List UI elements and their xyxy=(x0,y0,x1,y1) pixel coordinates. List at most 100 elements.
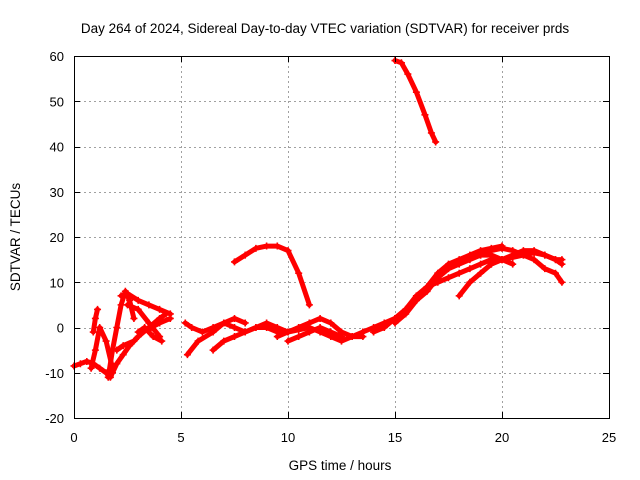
x-tick-label: 10 xyxy=(281,430,295,445)
x-tick-label: 25 xyxy=(602,430,616,445)
x-axis-label: GPS time / hours xyxy=(289,458,392,473)
data-point-marker xyxy=(166,314,174,322)
data-point-marker xyxy=(149,333,157,341)
data-point-marker xyxy=(455,260,463,268)
data-point-marker xyxy=(487,247,495,255)
data-point-marker xyxy=(96,324,104,331)
data-point-marker xyxy=(188,324,196,331)
data-point-marker xyxy=(427,129,435,137)
data-point-marker xyxy=(530,256,538,264)
data-point-marker xyxy=(134,296,142,304)
data-point-marker xyxy=(530,249,538,257)
y-axis-ticks: -20 -10 0 10 20 30 40 50 60 xyxy=(45,49,609,426)
y-tick-label: 40 xyxy=(50,140,64,155)
data-point-marker xyxy=(316,324,324,331)
y-axis-label: SDTVAR / TECUs xyxy=(8,183,23,292)
data-point-marker xyxy=(91,346,99,354)
data-point-marker xyxy=(91,314,99,322)
data-point-marker xyxy=(305,328,313,336)
data-point-marker xyxy=(113,346,121,354)
data-point-marker xyxy=(231,314,238,322)
data-point-marker xyxy=(124,290,131,298)
data-point-marker xyxy=(445,274,452,282)
data-point-marker xyxy=(156,319,164,327)
data-point-marker xyxy=(509,260,517,268)
data-point-marker xyxy=(252,324,260,331)
data-point-marker xyxy=(558,278,566,286)
data-point-marker xyxy=(102,337,110,345)
series-seg-arc-1 xyxy=(231,242,313,309)
series-line xyxy=(360,243,505,335)
data-point-marker xyxy=(455,269,463,277)
data-point-marker xyxy=(402,310,410,318)
data-point-marker xyxy=(126,296,134,304)
data-point-marker xyxy=(432,138,440,146)
y-tick-label: 30 xyxy=(50,185,64,200)
data-point-marker xyxy=(397,59,405,67)
data-point-marker xyxy=(96,364,104,372)
data-point-marker xyxy=(134,305,142,313)
data-point-marker xyxy=(134,328,142,336)
y-tick-label: 50 xyxy=(50,94,64,109)
data-point-marker xyxy=(498,256,506,264)
data-point-marker xyxy=(94,305,102,313)
data-point-marker xyxy=(181,319,189,327)
data-point-marker xyxy=(273,333,281,341)
data-point-marker xyxy=(273,242,281,250)
data-point-marker xyxy=(113,324,121,331)
data-point-marker xyxy=(466,278,474,286)
data-point-marker xyxy=(284,247,292,255)
data-point-marker xyxy=(305,319,313,327)
data-point-marker xyxy=(295,269,303,277)
data-point-marker xyxy=(327,328,335,336)
data-point-marker xyxy=(158,337,166,345)
data-point-marker xyxy=(338,333,345,341)
data-point-marker xyxy=(104,373,112,381)
data-point-marker xyxy=(76,360,84,368)
data-point-marker xyxy=(305,301,313,309)
data-point-marker xyxy=(89,328,97,336)
data-point-marker xyxy=(327,319,335,327)
series-line xyxy=(232,243,312,308)
data-point-marker xyxy=(119,342,127,350)
data-point-marker xyxy=(519,251,527,259)
data-point-marker xyxy=(391,319,399,327)
data-point-marker xyxy=(552,256,559,264)
series-seg-mid-5 xyxy=(284,324,345,345)
data-point-marker xyxy=(348,333,356,341)
data-point-marker xyxy=(316,314,324,322)
data-point-marker xyxy=(241,319,249,327)
y-tick-label: 60 xyxy=(50,49,64,64)
data-point-marker xyxy=(156,305,164,313)
data-point-marker xyxy=(380,324,388,331)
data-point-marker xyxy=(477,251,485,259)
data-point-marker xyxy=(370,328,378,336)
data-point-marker xyxy=(263,242,271,250)
data-point-marker xyxy=(241,251,249,259)
data-point-marker xyxy=(220,337,228,345)
y-tick-label: -10 xyxy=(45,366,64,381)
y-tick-label: 10 xyxy=(50,275,64,290)
data-point-marker xyxy=(117,292,125,300)
data-point-marker xyxy=(509,253,517,261)
data-point-marker xyxy=(477,260,485,268)
x-tick-label: 20 xyxy=(495,430,509,445)
data-point-marker xyxy=(183,351,191,359)
x-tick-label: 15 xyxy=(388,430,402,445)
series-seg-mid-2 xyxy=(183,314,249,359)
series-seg-arc-2 xyxy=(391,57,440,146)
data-point-marker xyxy=(445,265,452,273)
data-point-marker xyxy=(421,111,429,119)
data-point-marker xyxy=(145,301,153,309)
chart-title: Day 264 of 2024, Sidereal Day-to-day VTE… xyxy=(81,21,569,36)
data-point-marker xyxy=(241,328,249,336)
data-point-marker xyxy=(209,346,217,354)
data-point-marker xyxy=(119,351,127,359)
data-point-marker xyxy=(487,260,495,268)
data-point-marker xyxy=(284,337,292,345)
data-point-marker xyxy=(252,244,260,252)
data-point-marker xyxy=(220,319,228,327)
series-seg-early-4 xyxy=(104,287,138,381)
data-point-marker xyxy=(509,247,517,255)
data-point-marker xyxy=(423,287,431,295)
